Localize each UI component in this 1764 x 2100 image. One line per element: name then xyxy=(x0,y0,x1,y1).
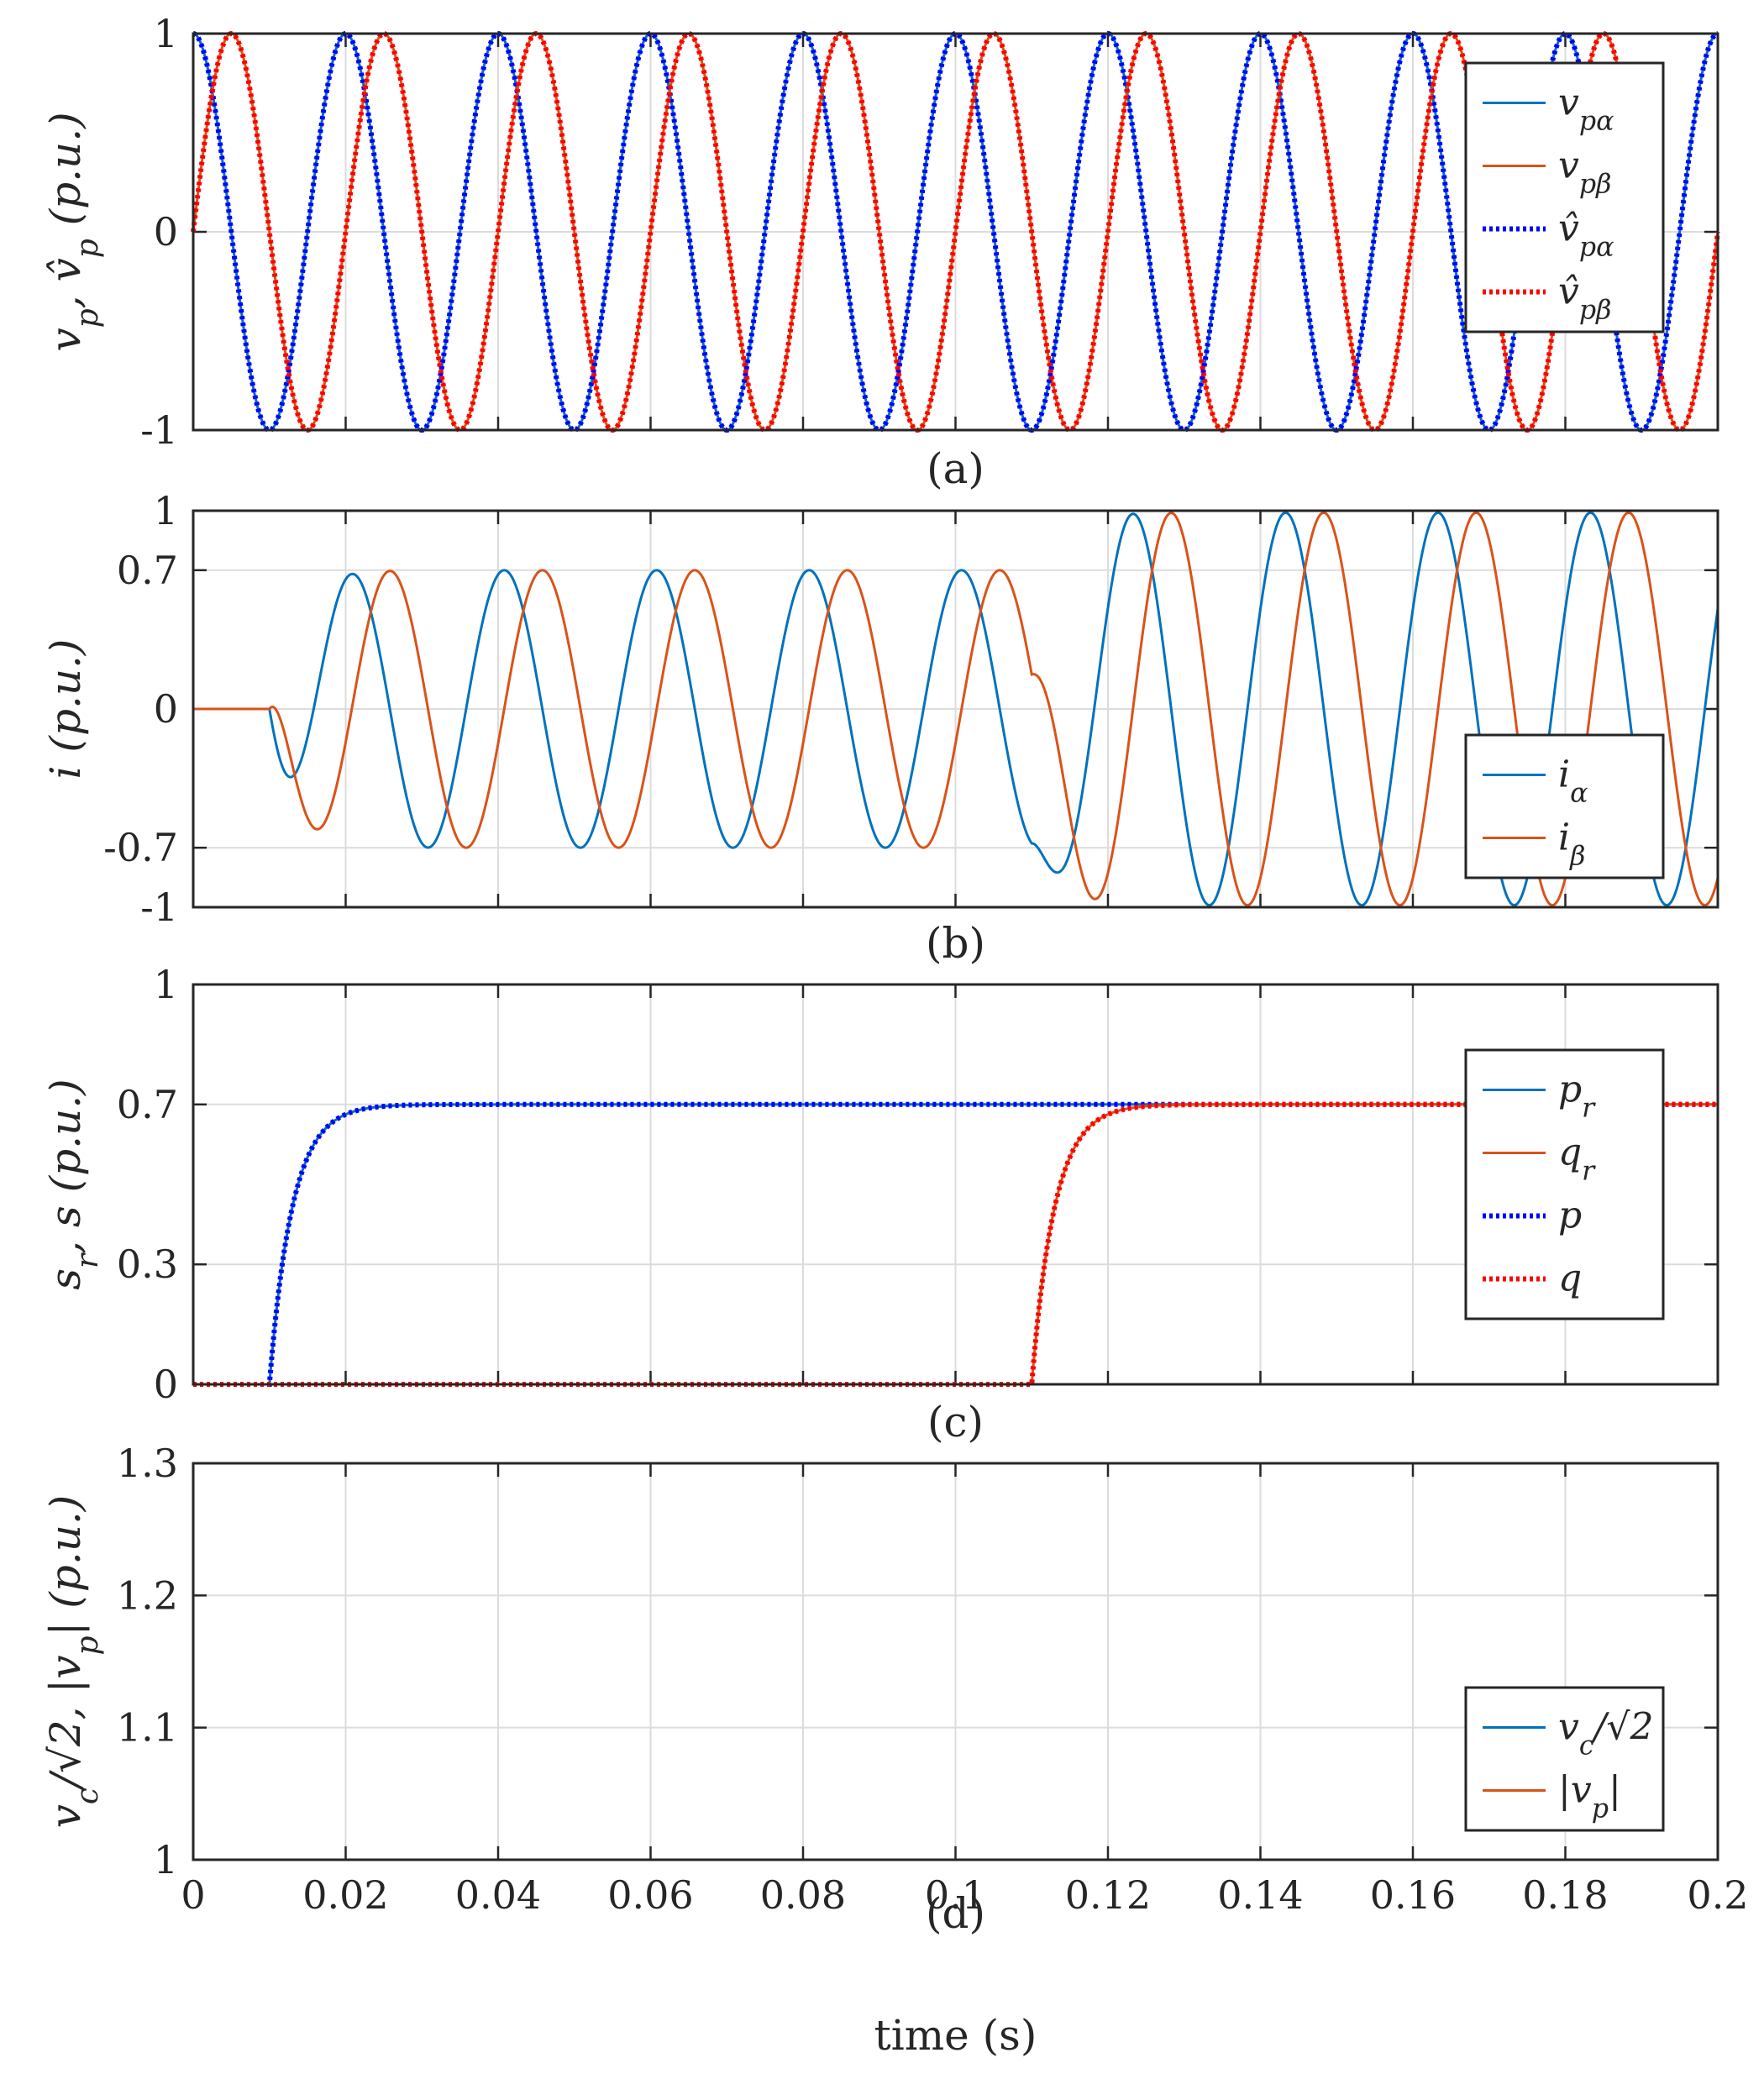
panel-label: (b) xyxy=(926,919,985,968)
legend-label: p xyxy=(1558,1194,1582,1237)
legend-box xyxy=(1464,733,1665,879)
axes-frame xyxy=(192,983,1719,1386)
legend-label: q xyxy=(1558,1257,1582,1300)
x-tick-label: 0 xyxy=(181,1872,205,1918)
y-tick-label: -0.7 xyxy=(103,825,178,870)
y-tick-label: 0 xyxy=(154,209,178,255)
panel-label: (a) xyxy=(927,444,984,493)
y-tick-label: 1 xyxy=(154,1837,178,1882)
legend-label: qr xyxy=(1558,1131,1596,1187)
panel-b: -1 -0.7 0 0.7 1 (b) i (p.u.) iα iβ xyxy=(41,488,1719,968)
x-tick-label: 0.18 xyxy=(1522,1872,1608,1918)
y-tick-label: 1.1 xyxy=(117,1705,178,1751)
panel-label: (d) xyxy=(926,1889,985,1938)
y-tick-label: 1 xyxy=(154,11,178,56)
y-tick-label: 0.7 xyxy=(117,1082,178,1127)
y-tick-label: 1.3 xyxy=(117,1441,178,1486)
legend-box xyxy=(1464,61,1665,333)
x-tick-label: 0.08 xyxy=(760,1872,846,1918)
x-axis-label: time (s) xyxy=(874,2011,1037,2060)
x-tick-label: 0.02 xyxy=(302,1872,388,1918)
x-tick-label: 0.2 xyxy=(1687,1872,1748,1918)
legend: vc/√2 |vp| xyxy=(1464,1686,1665,1832)
x-tick-label: 0.12 xyxy=(1065,1872,1151,1918)
x-tick-label: 0.1 xyxy=(925,1872,986,1918)
y-tick-label: 0.7 xyxy=(117,548,178,593)
axes-frame xyxy=(192,32,1719,432)
legend-label: vpβ xyxy=(1558,144,1611,200)
axes-frame xyxy=(192,1462,1719,1861)
y-tick-label: 1 xyxy=(154,488,178,533)
x-tick-label: 0.14 xyxy=(1217,1872,1303,1918)
series-line-4 xyxy=(191,30,1720,433)
panel-c: 0 0.3 0.7 1 (c) sr, s (p.u.) pr qr pq xyxy=(41,962,1719,1446)
legend: vpα vpβ v̂pα v̂pβ xyxy=(1464,61,1665,333)
series-line-2 xyxy=(193,511,1719,907)
legend: pr qr pq xyxy=(1464,1048,1665,1320)
y-tick-label: 0.3 xyxy=(117,1242,178,1287)
x-tick-label: 0.04 xyxy=(455,1872,541,1918)
y-tick-label: -1 xyxy=(140,885,178,930)
x-tick-label: 0.16 xyxy=(1370,1872,1456,1918)
x-tick-label: 0.06 xyxy=(607,1872,693,1918)
legend-label: v̂pβ xyxy=(1558,270,1611,326)
y-tick-label: 0 xyxy=(154,686,178,732)
panel-a: -1 0 1 (a) vp, v̂p (p.u.) vpα vpβ v̂pα v̂pβ xyxy=(41,11,1720,493)
y-axis-label: sr, s (p.u.) xyxy=(41,1079,105,1289)
legend: iα iβ xyxy=(1464,733,1665,879)
y-axis-label: vp, v̂p (p.u.) xyxy=(41,112,105,351)
panel-label: (c) xyxy=(927,1398,984,1446)
axes-frame xyxy=(192,509,1719,909)
legend-label: |vp| xyxy=(1558,1769,1621,1824)
legend-box xyxy=(1464,1686,1665,1832)
y-tick-label: 0 xyxy=(154,1362,178,1407)
y-tick-label: -1 xyxy=(140,407,178,453)
panel-d: 1 1.1 1.2 1.3 0 0.02 0.04 0.06 0.08 0.1 0.12 0.14 0.… xyxy=(41,1441,1749,2060)
legend-label: vpα xyxy=(1558,81,1614,137)
y-tick-label: 1.2 xyxy=(117,1572,178,1618)
y-tick-label: 1 xyxy=(154,962,178,1007)
series-line-3 xyxy=(192,30,1719,433)
legend-label: vc/√2 xyxy=(1558,1706,1653,1761)
legend-box xyxy=(1464,1048,1665,1320)
legend-label: iα xyxy=(1558,753,1588,809)
legend-label: iβ xyxy=(1558,816,1585,872)
y-axis-label: i (p.u.) xyxy=(41,639,90,780)
legend-label: v̂pα xyxy=(1558,207,1614,263)
y-axis-label: vc/√2, |vp| (p.u.) xyxy=(41,1495,105,1829)
legend-label: pr xyxy=(1558,1068,1596,1124)
